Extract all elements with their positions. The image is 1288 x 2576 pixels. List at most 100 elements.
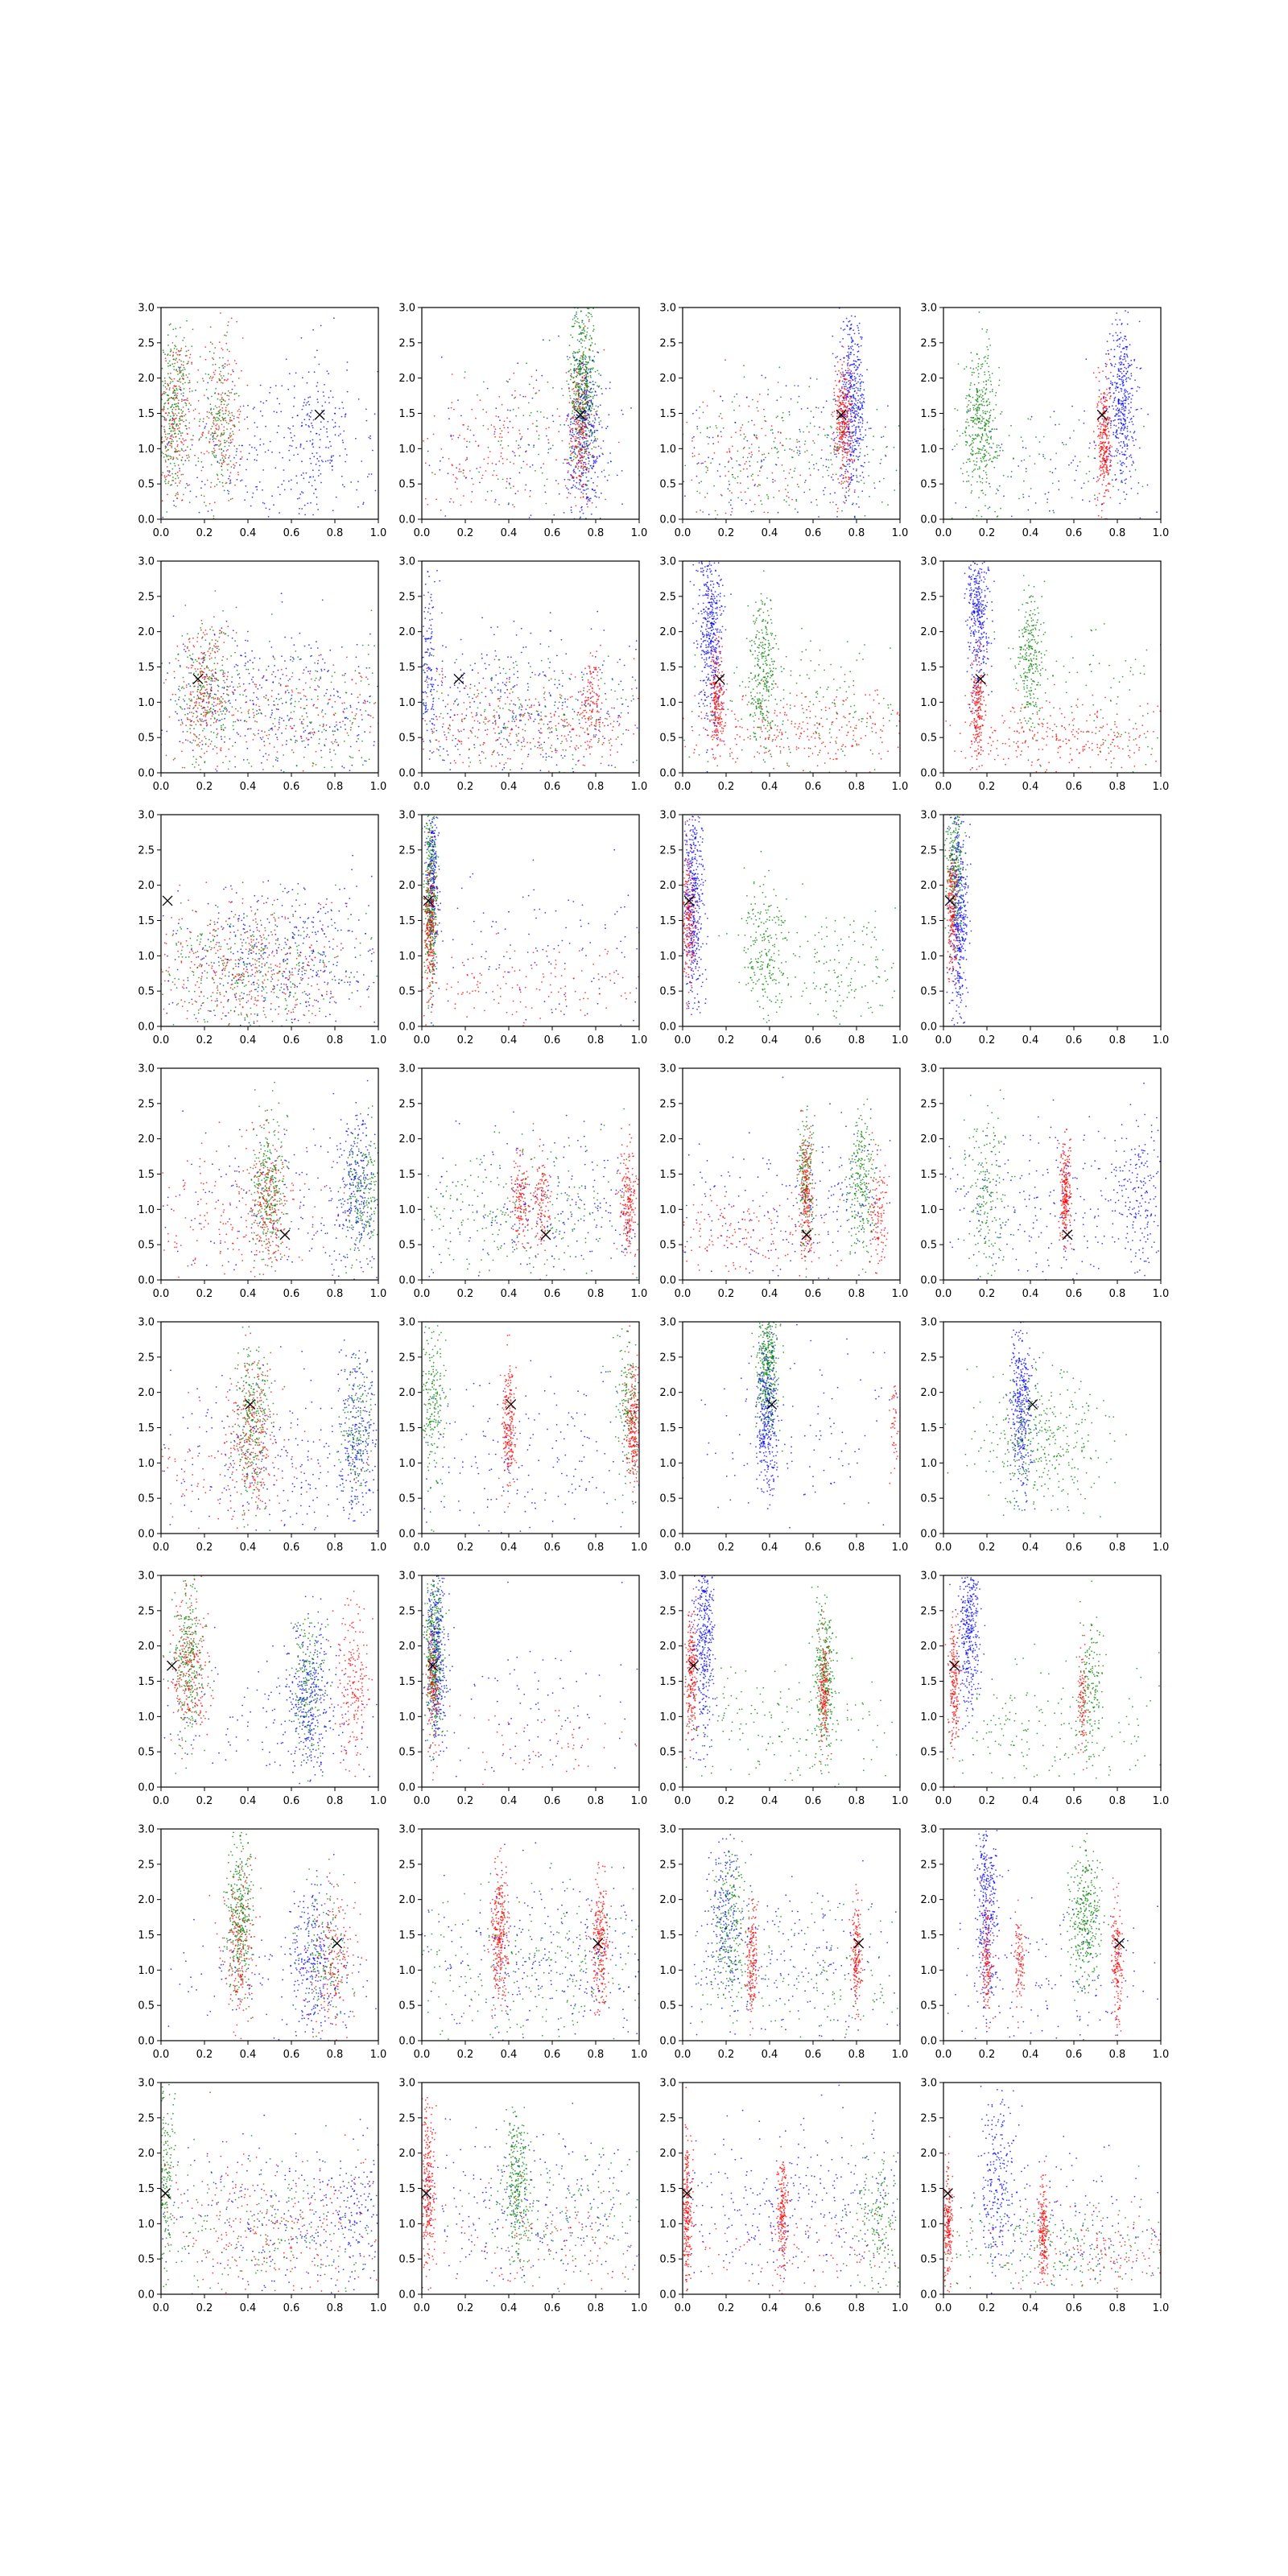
data-point [1126,425,1129,427]
data-point [743,446,745,448]
data-point [833,391,836,394]
data-point [1098,412,1100,415]
data-point [1104,419,1107,421]
data-point [573,456,575,457]
data-point [977,433,979,436]
data-point [601,492,602,494]
data-point [815,462,818,464]
data-point [1122,417,1125,419]
data-point [175,408,177,411]
data-point [579,448,581,449]
data-point [580,411,583,412]
data-point [578,406,580,408]
data-point [761,460,762,461]
data-point [179,378,180,381]
data-point [720,436,723,438]
data-point [868,461,870,463]
data-point [583,461,585,464]
data-point [797,385,799,387]
data-point [824,487,826,489]
data-point [1000,507,1001,510]
data-point [174,394,176,397]
data-point [514,455,516,456]
data-point [575,423,576,426]
data-point [179,470,181,472]
scatter-cluster-red-r1-c2-3 [559,320,605,508]
data-point [1124,390,1125,392]
data-point [691,479,693,481]
data-point [582,363,584,365]
data-point [848,418,850,420]
data-point [498,436,501,438]
data-point [697,462,700,464]
data-point [1108,332,1111,335]
data-point [584,384,587,386]
data-point [162,380,163,382]
data-point [215,387,217,390]
data-point [212,438,214,440]
data-point [581,407,584,410]
data-point [1124,358,1126,360]
data-point [168,470,171,472]
data-point [175,473,177,475]
data-point [990,438,992,440]
data-point [165,360,167,362]
data-point [1099,437,1101,440]
data-point [981,435,984,437]
data-point [578,360,580,361]
data-point [591,431,593,433]
data-point [1124,402,1126,404]
data-point [570,438,572,440]
data-point [188,361,189,362]
data-point [223,426,225,428]
data-point [1106,417,1108,419]
data-point [424,497,427,500]
data-point [580,475,582,477]
data-point [479,466,481,469]
data-point [761,374,763,377]
data-point [580,491,583,493]
data-point [521,436,523,438]
data-point [972,460,975,462]
data-point [213,515,215,517]
data-point [592,308,594,310]
data-point [585,334,588,336]
data-point [983,456,985,458]
data-point [188,382,191,384]
data-point [852,372,854,374]
data-point [887,405,889,407]
data-point [547,442,550,444]
y-tick-label: 1.5 [398,408,415,420]
data-point [856,477,858,478]
data-point [842,374,844,375]
data-point [993,466,996,469]
data-point [1123,463,1125,464]
data-point [1111,383,1113,386]
data-point [1108,483,1111,485]
data-point [1103,397,1104,398]
data-point [573,446,576,448]
data-point [983,357,985,359]
data-point [1093,440,1096,442]
data-point [580,516,581,518]
data-point [1117,407,1119,410]
data-point [279,512,280,514]
data-point [495,463,497,465]
data-point [777,415,778,417]
data-point [858,332,860,334]
data-point [218,419,221,420]
data-point [225,482,227,485]
data-point [578,482,580,484]
data-point [236,450,237,452]
data-point [588,391,591,393]
data-point [988,365,990,368]
y-tick-label: 1.0 [398,444,415,456]
data-point [311,422,312,424]
data-point [810,502,812,503]
data-point [270,386,271,389]
data-point [172,436,175,438]
data-point [167,458,170,460]
data-point [174,345,176,347]
data-point [216,428,218,431]
data-point [175,359,177,361]
